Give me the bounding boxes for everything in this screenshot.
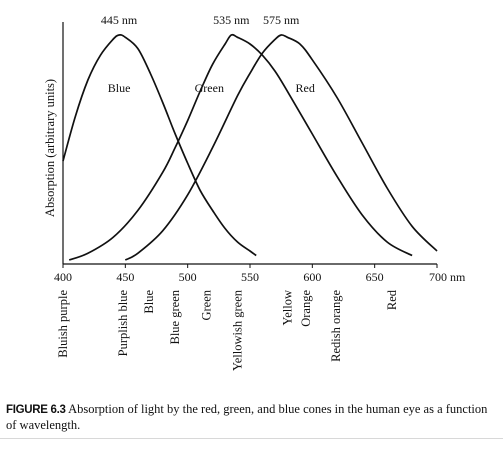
x-tick-label: 600: [303, 270, 321, 284]
caption-text: Absorption of light by the red, green, a…: [6, 402, 488, 432]
color-label: Yellow: [280, 290, 294, 326]
color-label: Orange: [299, 290, 313, 327]
x-tick-label: 500: [179, 270, 197, 284]
curve-blue: [62, 34, 257, 257]
caption-divider: [0, 438, 503, 439]
curve-label-blue: Blue: [108, 81, 131, 95]
color-label: Redish orange: [329, 290, 343, 362]
x-tick-label: 400: [54, 270, 72, 284]
x-tick-label: 550: [241, 270, 259, 284]
peak-label-green: 535 nm: [213, 13, 250, 27]
curve-label-red: Red: [295, 81, 314, 95]
color-label: Yellowish green: [231, 289, 245, 371]
curve-green: [68, 33, 413, 261]
color-label: Blue green: [168, 289, 182, 344]
y-axis-title: Absorption (arbitrary units): [43, 79, 57, 217]
peak-labels: 445 nm 535 nm 575 nm: [101, 13, 300, 27]
series-curves: [62, 33, 438, 261]
color-label: Purplish blue: [116, 290, 130, 357]
x-tick-label: 700 nm: [429, 270, 466, 284]
figure-caption: FIGURE 6.3 Absorption of light by the re…: [6, 402, 498, 433]
color-label: Bluish purple: [56, 290, 70, 358]
color-label: Green: [199, 289, 213, 320]
color-name-labels: Bluish purple Purplish blue Blue Blue green…: [56, 289, 399, 371]
caption-figure-number: FIGURE 6.3: [6, 404, 66, 416]
absorption-chart: Absorption (arbitrary units) 400 450 500 55…: [43, 13, 466, 371]
curve-labels: Blue Green Red: [108, 81, 315, 95]
x-tick-label: 650: [366, 270, 384, 284]
curve-red: [124, 34, 438, 261]
peak-label-red: 575 nm: [263, 13, 300, 27]
curve-label-green: Green: [195, 81, 224, 95]
x-tick-label: 450: [116, 270, 134, 284]
color-label: Red: [385, 289, 399, 310]
peak-label-blue: 445 nm: [101, 13, 138, 27]
x-axis-ticks: 400 450 500 550 600 650 700 nm: [54, 264, 466, 284]
color-label: Blue: [142, 290, 156, 314]
